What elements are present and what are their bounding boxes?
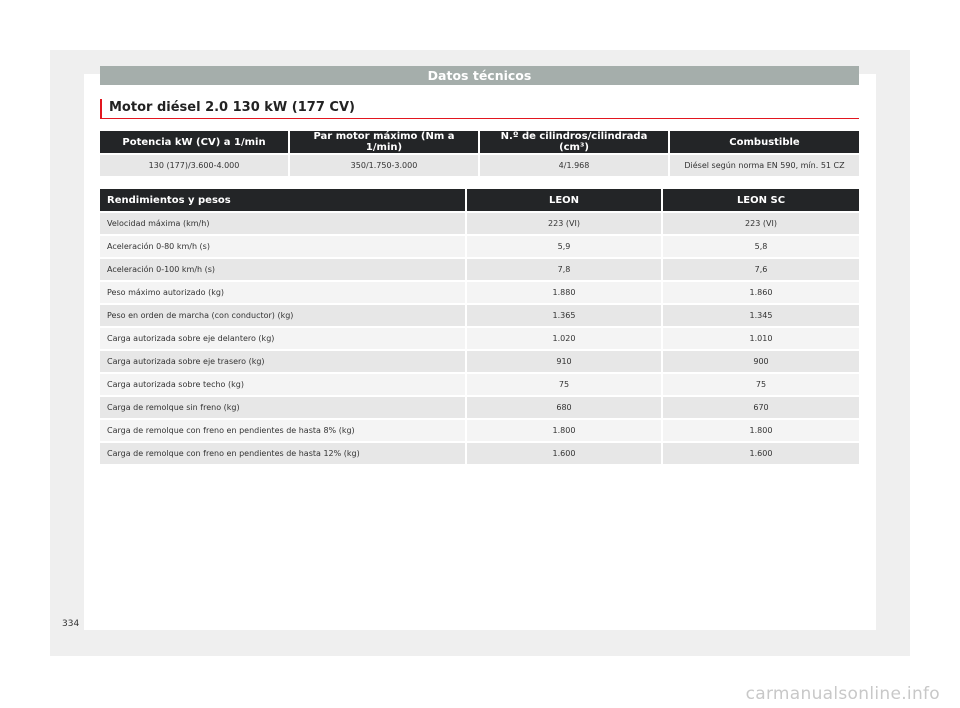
value-leon-sc: 900 bbox=[663, 351, 859, 374]
value-leon-sc: 5,8 bbox=[663, 236, 859, 259]
value-leon-sc: 670 bbox=[663, 397, 859, 420]
table-row: Carga autorizada sobre techo (kg) 75 75 bbox=[100, 374, 859, 397]
row-label: Carga de remolque con freno en pendiente… bbox=[100, 443, 467, 466]
row-label: Carga de remolque con freno en pendiente… bbox=[100, 420, 467, 443]
header-torque: Par motor máximo (Nm a 1/min) bbox=[290, 131, 480, 155]
header-cylinders: N.º de cilindros/cilindrada (cm³) bbox=[480, 131, 670, 155]
header-fuel: Combustible bbox=[670, 131, 859, 155]
value-leon: 1.880 bbox=[467, 282, 663, 305]
value-leon: 1.800 bbox=[467, 420, 663, 443]
value-leon: 1.600 bbox=[467, 443, 663, 466]
header-power: Potencia kW (CV) a 1/min bbox=[100, 131, 290, 155]
value-leon-sc: 75 bbox=[663, 374, 859, 397]
table-row: Carga autorizada sobre eje trasero (kg) … bbox=[100, 351, 859, 374]
header-performance: Rendimientos y pesos bbox=[100, 189, 467, 213]
row-label: Carga de remolque sin freno (kg) bbox=[100, 397, 467, 420]
performance-weights-table: Rendimientos y pesos LEON LEON SC Veloci… bbox=[100, 189, 859, 466]
table-row: 130 (177)/3.600-4.000 350/1.750-3.000 4/… bbox=[100, 155, 859, 178]
header-leon: LEON bbox=[467, 189, 663, 213]
cell-torque: 350/1.750-3.000 bbox=[290, 155, 480, 178]
table-row: Carga de remolque con freno en pendiente… bbox=[100, 443, 859, 466]
value-leon: 1.020 bbox=[467, 328, 663, 351]
cell-power: 130 (177)/3.600-4.000 bbox=[100, 155, 290, 178]
value-leon-sc: 1.860 bbox=[663, 282, 859, 305]
value-leon-sc: 1.010 bbox=[663, 328, 859, 351]
value-leon-sc: 1.600 bbox=[663, 443, 859, 466]
table-row: Carga de remolque sin freno (kg) 680 670 bbox=[100, 397, 859, 420]
table-row: Aceleración 0-80 km/h (s) 5,9 5,8 bbox=[100, 236, 859, 259]
table-row: Carga de remolque con freno en pendiente… bbox=[100, 420, 859, 443]
row-label: Peso en orden de marcha (con conductor) … bbox=[100, 305, 467, 328]
row-label: Carga autorizada sobre techo (kg) bbox=[100, 374, 467, 397]
row-label: Carga autorizada sobre eje trasero (kg) bbox=[100, 351, 467, 374]
cell-cylinders: 4/1.968 bbox=[480, 155, 670, 178]
table-row: Carga autorizada sobre eje delantero (kg… bbox=[100, 328, 859, 351]
value-leon: 5,9 bbox=[467, 236, 663, 259]
table-header-row: Potencia kW (CV) a 1/min Par motor máxim… bbox=[100, 131, 859, 155]
value-leon-sc: 7,6 bbox=[663, 259, 859, 282]
performance-table-body: Velocidad máxima (km/h) 223 (VI) 223 (VI… bbox=[100, 213, 859, 466]
row-label: Carga autorizada sobre eje delantero (kg… bbox=[100, 328, 467, 351]
table-row: Peso máximo autorizado (kg) 1.880 1.860 bbox=[100, 282, 859, 305]
value-leon-sc: 1.345 bbox=[663, 305, 859, 328]
row-label: Peso máximo autorizado (kg) bbox=[100, 282, 467, 305]
row-label: Aceleración 0-80 km/h (s) bbox=[100, 236, 467, 259]
table-row: Aceleración 0-100 km/h (s) 7,8 7,6 bbox=[100, 259, 859, 282]
value-leon: 7,8 bbox=[467, 259, 663, 282]
value-leon-sc: 223 (VI) bbox=[663, 213, 859, 236]
value-leon: 75 bbox=[467, 374, 663, 397]
table-row: Velocidad máxima (km/h) 223 (VI) 223 (VI… bbox=[100, 213, 859, 236]
engine-specs-table: Potencia kW (CV) a 1/min Par motor máxim… bbox=[100, 131, 859, 178]
value-leon: 680 bbox=[467, 397, 663, 420]
value-leon: 910 bbox=[467, 351, 663, 374]
value-leon: 1.365 bbox=[467, 305, 663, 328]
table-header-row: Rendimientos y pesos LEON LEON SC bbox=[100, 189, 859, 213]
chapter-header: Datos técnicos bbox=[100, 66, 859, 85]
watermark-text: carmanualsonline.info bbox=[745, 684, 940, 704]
table-row: Peso en orden de marcha (con conductor) … bbox=[100, 305, 859, 328]
section-title: Motor diésel 2.0 130 kW (177 CV) bbox=[100, 99, 859, 119]
row-label: Aceleración 0-100 km/h (s) bbox=[100, 259, 467, 282]
page-number: 334 bbox=[62, 619, 80, 629]
value-leon-sc: 1.800 bbox=[663, 420, 859, 443]
header-leon-sc: LEON SC bbox=[663, 189, 859, 213]
cell-fuel: Diésel según norma EN 590, mín. 51 CZ bbox=[670, 155, 859, 178]
row-label: Velocidad máxima (km/h) bbox=[100, 213, 467, 236]
value-leon: 223 (VI) bbox=[467, 213, 663, 236]
